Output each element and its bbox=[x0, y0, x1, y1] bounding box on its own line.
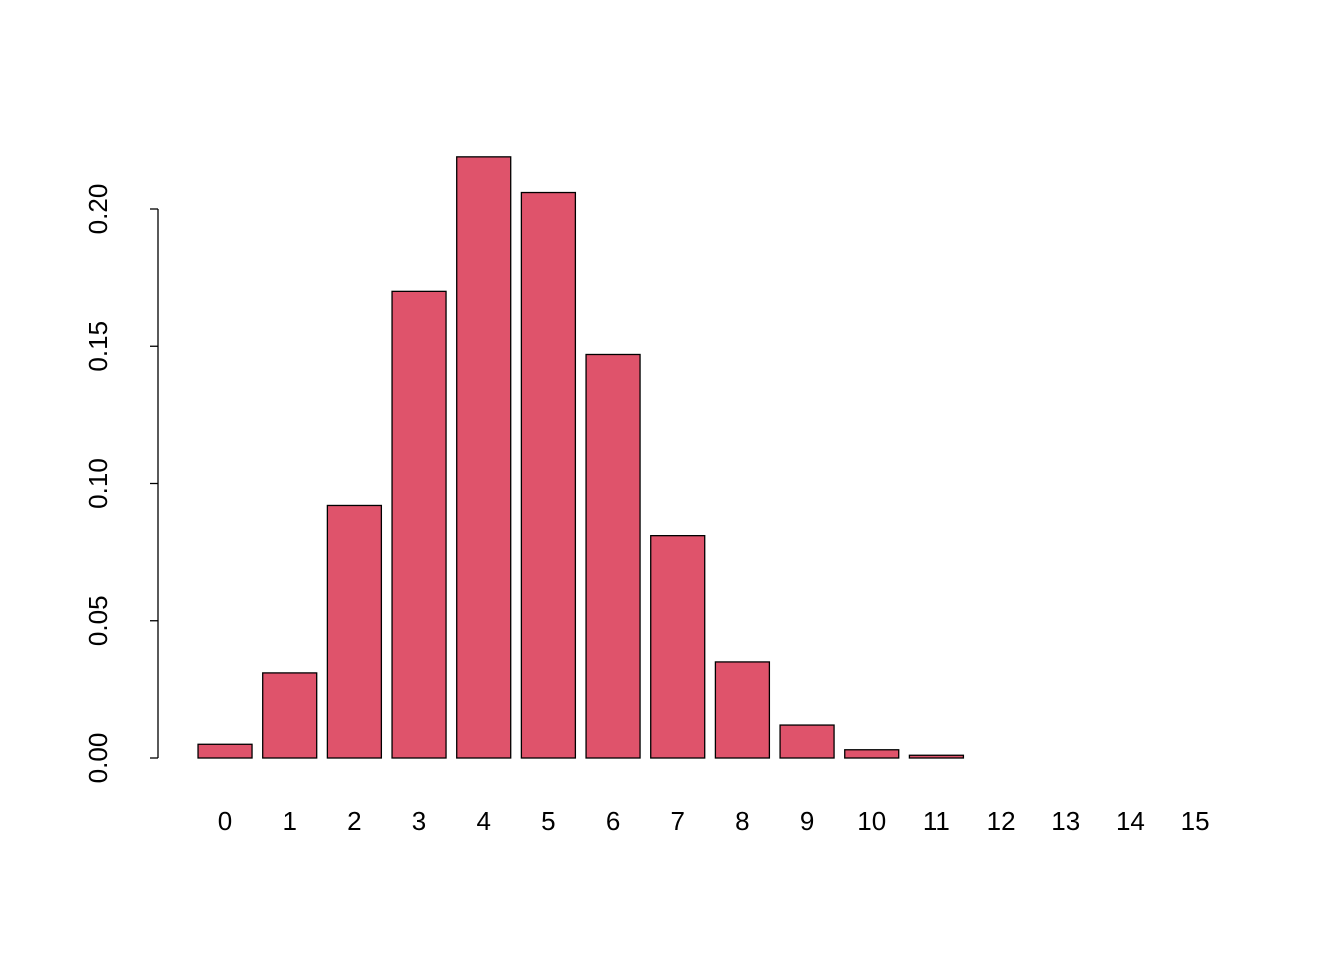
x-tick-label: 10 bbox=[857, 806, 886, 836]
bar bbox=[844, 749, 900, 759]
y-tick-label: 0.15 bbox=[83, 321, 113, 372]
bar bbox=[585, 353, 641, 759]
x-tick-label: 6 bbox=[606, 806, 620, 836]
bar bbox=[714, 661, 771, 759]
bar bbox=[326, 504, 383, 759]
x-tick-label: 12 bbox=[987, 806, 1016, 836]
x-tick-label: 3 bbox=[412, 806, 426, 836]
bar bbox=[779, 724, 835, 759]
x-tick-label: 7 bbox=[670, 806, 684, 836]
bar bbox=[650, 535, 706, 759]
x-tick-label: 5 bbox=[541, 806, 555, 836]
x-tick-label: 1 bbox=[282, 806, 296, 836]
y-tick-label: 0.20 bbox=[83, 184, 113, 235]
x-tick-label: 0 bbox=[218, 806, 232, 836]
x-tick-label: 9 bbox=[800, 806, 814, 836]
x-tick-label: 4 bbox=[476, 806, 490, 836]
x-tick-label: 11 bbox=[923, 806, 950, 836]
x-tick-label: 8 bbox=[735, 806, 749, 836]
y-tick-label: 0.05 bbox=[83, 595, 113, 646]
y-tick-label: 0.10 bbox=[83, 458, 113, 509]
bar bbox=[197, 743, 253, 759]
bar bbox=[456, 156, 512, 759]
x-tick-label: 14 bbox=[1116, 806, 1145, 836]
x-tick-label: 2 bbox=[347, 806, 361, 836]
y-tick-label: 0.00 bbox=[83, 733, 113, 784]
bar bbox=[908, 754, 965, 759]
x-tick-label: 15 bbox=[1181, 806, 1210, 836]
bar bbox=[262, 672, 318, 759]
bar bbox=[391, 290, 447, 759]
bar bbox=[520, 191, 577, 759]
x-tick-label: 13 bbox=[1051, 806, 1080, 836]
